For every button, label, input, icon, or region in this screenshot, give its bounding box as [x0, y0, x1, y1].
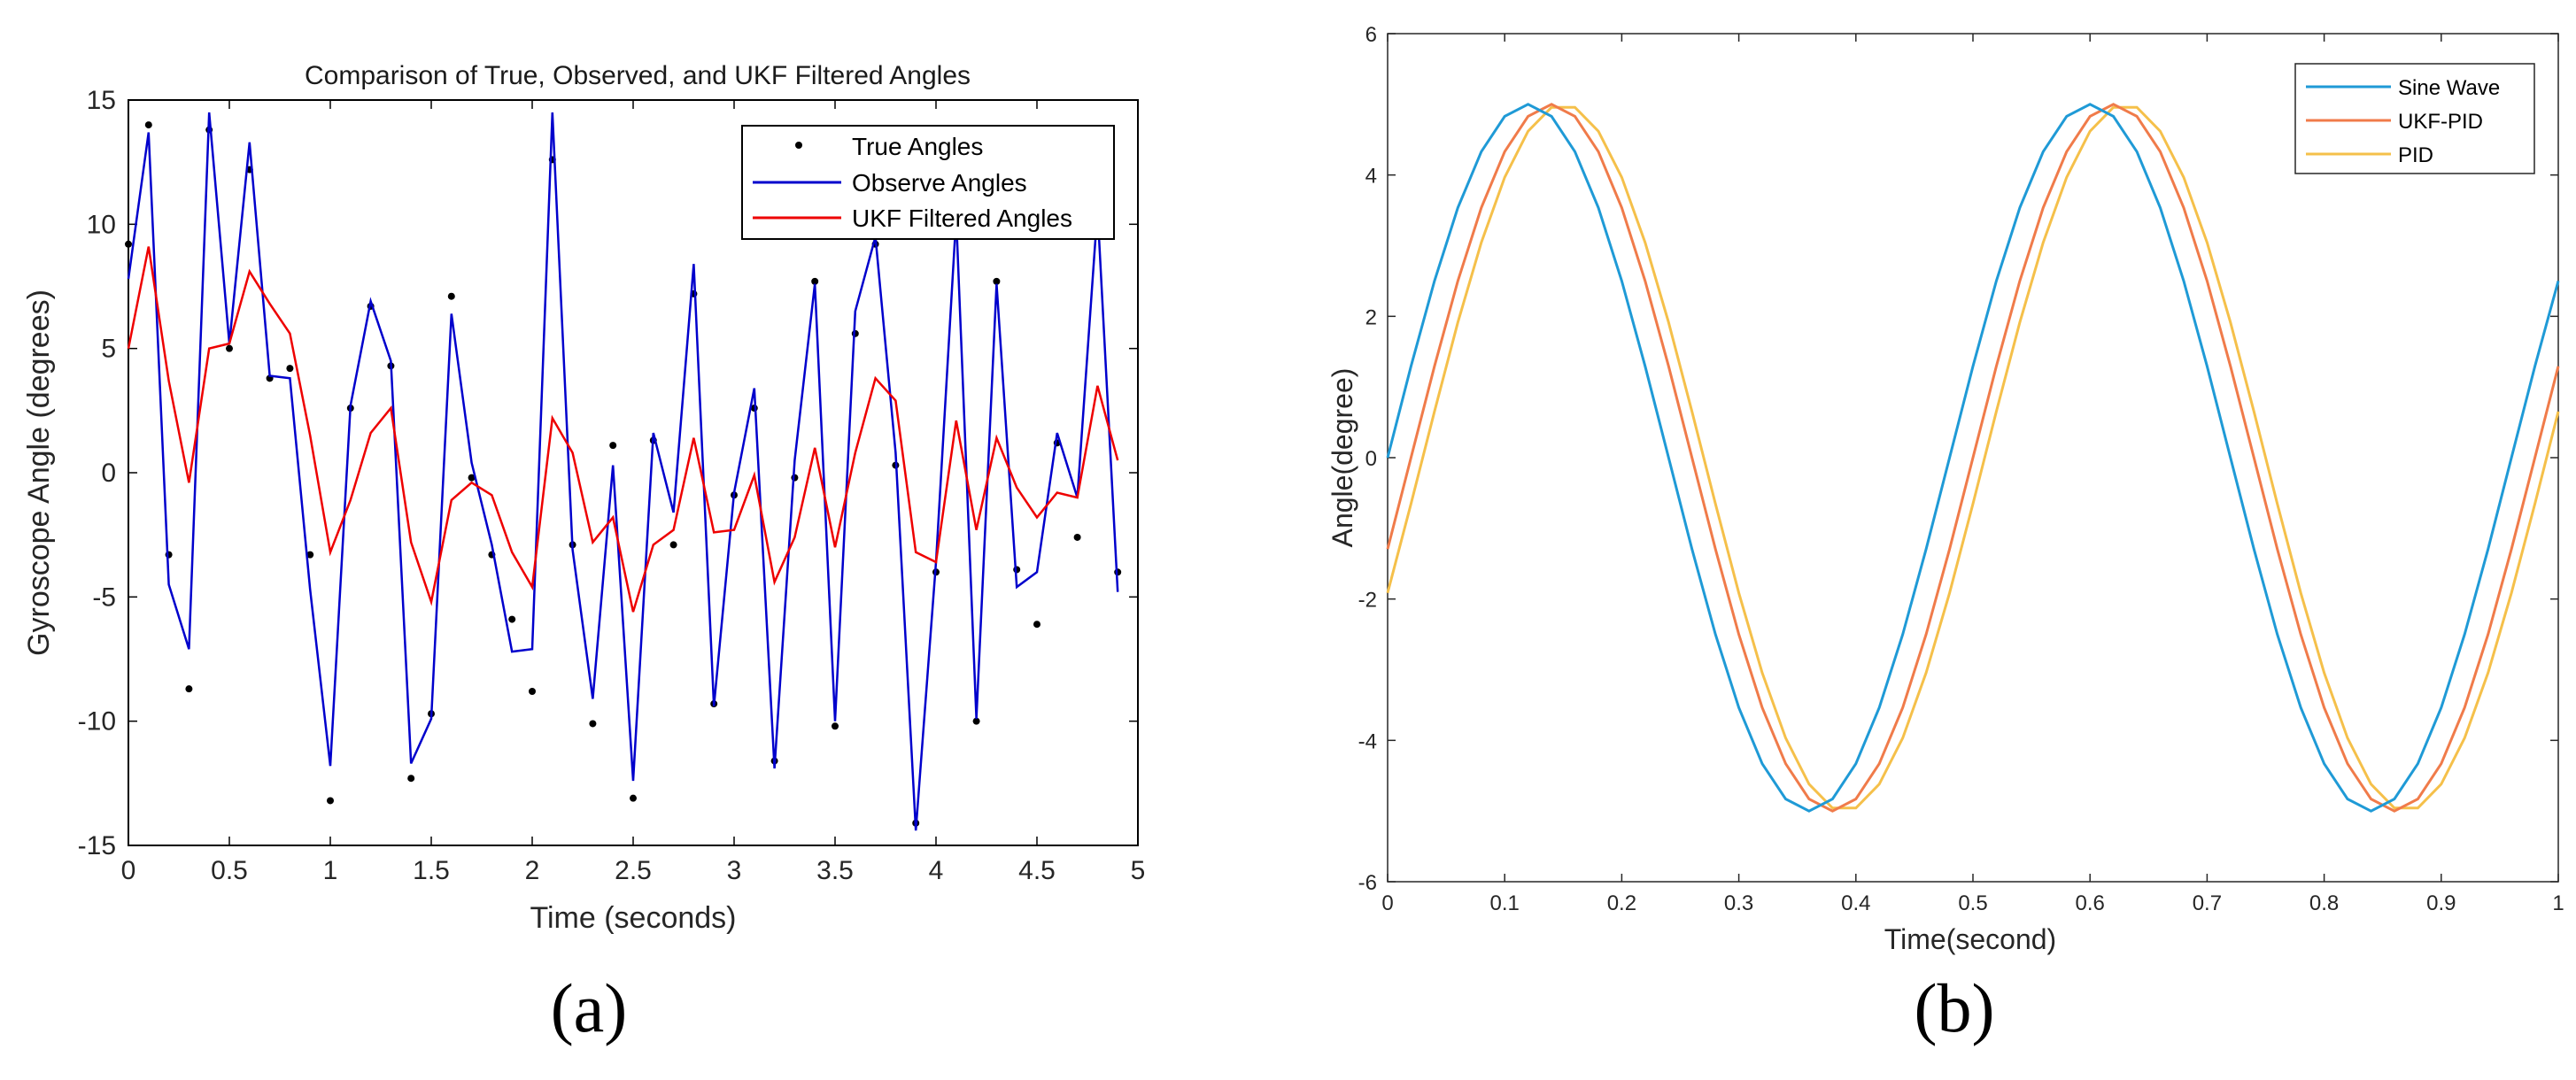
chart-a-x-tick-label: 3 — [727, 856, 742, 885]
chart-b-x-tick-label: 0 — [1381, 891, 1393, 915]
chart-a-x-tick-label: 0 — [121, 856, 136, 885]
chart-a-y-tick-label: -5 — [92, 582, 116, 612]
chart-a-true-point — [811, 277, 819, 285]
legend-b-pid-label: PID — [2398, 143, 2433, 167]
chart-a-x-tick-label: 1.5 — [413, 856, 450, 885]
chart-a-true-point — [306, 551, 314, 559]
chart-b-x-tick-label: 0.9 — [2426, 891, 2456, 915]
chart-b-x-tick-label: 0.6 — [2076, 891, 2105, 915]
legend-a-ukf-label: UKF Filtered Angles — [852, 204, 1072, 232]
panel-a: Comparison of True, Observed, and UKF Fi… — [22, 61, 1145, 1046]
chart-b-y-tick-label: 4 — [1365, 165, 1377, 189]
chart-a-x-label: Time (seconds) — [530, 901, 736, 935]
chart-a-true-point — [125, 240, 132, 248]
chart-b-sine-line — [1386, 103, 2560, 813]
chart-b-y-tick-label: -4 — [1358, 729, 1377, 753]
chart-b-ukfpid-line — [1386, 103, 2560, 813]
chart-a-true-point — [589, 720, 597, 728]
legend-a-observe-label: Observe Angles — [852, 169, 1027, 197]
chart-a-true-point — [508, 615, 516, 623]
chart-a-y-tick-label: 15 — [87, 86, 116, 115]
chart-a-x-tick-label: 3.5 — [816, 856, 854, 885]
chart-b-y-axis: -6 -4 -2 0 2 4 6 — [1358, 23, 2558, 895]
chart-a-x-tick-label: 0.5 — [211, 856, 248, 885]
chart-a-y-tick-label: -15 — [78, 831, 116, 860]
chart-b-x-tick-label: 0.4 — [1841, 891, 1870, 915]
chart-b-y-tick-label: 2 — [1365, 305, 1377, 329]
chart-b-x-tick-label: 0.2 — [1607, 891, 1636, 915]
legend-a-true-marker — [795, 142, 802, 149]
chart-a-true-point — [185, 685, 193, 693]
chart-a-x-tick-label: 1 — [323, 856, 338, 885]
legend-b-sine-label: Sine Wave — [2398, 76, 2500, 100]
chart-a-true-point — [226, 344, 233, 352]
chart-a-true-point — [468, 474, 476, 482]
chart-a-x-tick-label: 5 — [1131, 856, 1146, 885]
chart-a-true-point — [144, 121, 152, 129]
chart-a-true-point — [1073, 533, 1081, 541]
chart-a-true-point — [972, 717, 980, 725]
chart-a-true-point — [447, 292, 455, 300]
chart-b-y-tick-label: 0 — [1365, 447, 1377, 471]
chart-a-true-point — [832, 722, 839, 730]
panel-b-label: (b) — [1915, 969, 1995, 1046]
chart-a-y-tick-label: 0 — [101, 459, 116, 488]
chart-a-y-label: Gyroscope Angle (degrees) — [22, 289, 56, 656]
panel-a-label: (a) — [551, 969, 628, 1046]
chart-b-x-tick-label: 0.3 — [1724, 891, 1753, 915]
chart-a-y-tick-label: 5 — [101, 335, 116, 364]
chart-b-x-label: Time(second) — [1884, 923, 2056, 955]
legend-a-true-label: True Angles — [852, 133, 983, 160]
chart-b-y-tick-label: -2 — [1358, 589, 1377, 613]
chart-b-x-tick-label: 0.5 — [1958, 891, 1987, 915]
chart-a-true-point — [407, 775, 415, 783]
chart-a-series — [125, 112, 1122, 831]
chart-a-legend: True Angles Observe Angles UKF Filtered … — [741, 125, 1115, 240]
chart-a-true-point — [529, 687, 536, 695]
chart-a-true-point — [993, 277, 1001, 285]
chart-a-x-tick-label: 2 — [525, 856, 540, 885]
legend-b-ukfpid-label: UKF-PID — [2398, 110, 2483, 134]
chart-a-true-point — [669, 541, 677, 549]
chart-b-x-axis: 0 0.1 0.2 0.3 0.4 0.5 0.6 0.7 0.8 0.9 1 — [1381, 34, 2564, 915]
chart-b-x-tick-label: 0.7 — [2193, 891, 2222, 915]
chart-b-y-label: Angle(degree) — [1327, 368, 1358, 548]
chart-a-x-tick-label: 2.5 — [615, 856, 652, 885]
chart-b-x-tick-label: 1 — [2552, 891, 2564, 915]
chart-a-true-point — [609, 442, 617, 450]
chart-a-true-point — [1033, 621, 1040, 629]
chart-b-series — [1386, 103, 2560, 813]
chart-b-legend: Sine Wave UKF-PID PID — [2294, 63, 2535, 174]
chart-a-y-tick-label: -10 — [78, 707, 116, 737]
chart-a-x-tick-label: 4 — [929, 856, 944, 885]
chart-a-x-axis: 0 0.5 1 1.5 2 2.5 3 3.5 4 4.5 5 — [121, 100, 1146, 885]
chart-b-y-tick-label: -6 — [1358, 871, 1377, 895]
chart-a-true-point — [286, 365, 294, 373]
chart-b-pid-line — [1386, 105, 2560, 810]
chart-b-y-tick-label: 6 — [1365, 23, 1377, 47]
chart-a-observe-line — [127, 112, 1119, 831]
panel-b: 0 0.1 0.2 0.3 0.4 0.5 0.6 0.7 0.8 0.9 1 -6 -4 -2 0 2 4 6… — [1327, 23, 2564, 1046]
chart-a-title: Comparison of True, Observed, and UKF Fi… — [305, 61, 971, 90]
chart-b-x-tick-label: 0.8 — [2309, 891, 2339, 915]
chart-a-x-tick-label: 4.5 — [1018, 856, 1056, 885]
chart-a-true-point — [630, 794, 637, 802]
chart-b-x-tick-label: 0.1 — [1490, 891, 1520, 915]
chart-a-ukf-line — [127, 246, 1119, 613]
chart-a-y-tick-label: 10 — [87, 210, 116, 239]
chart-a-true-point — [327, 797, 334, 805]
